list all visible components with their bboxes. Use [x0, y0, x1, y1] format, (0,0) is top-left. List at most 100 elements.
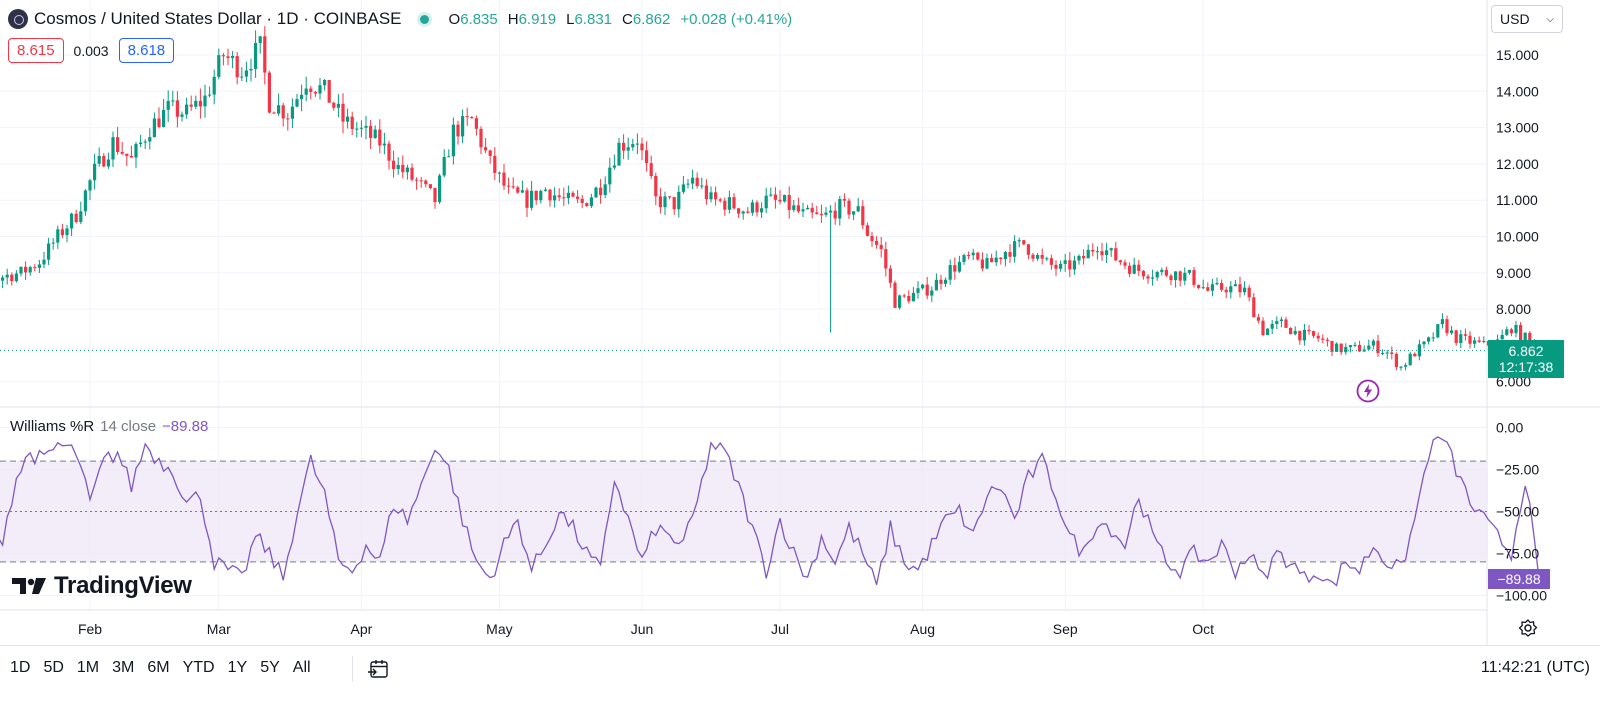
candle-body [585, 203, 589, 207]
candle-body [796, 205, 800, 212]
candle-body [741, 211, 745, 214]
range-button-1y[interactable]: 1Y [227, 659, 248, 676]
range-button-6m[interactable]: 6M [147, 659, 170, 676]
candle-body [313, 91, 317, 94]
candle-body [870, 235, 874, 242]
candle-body [1049, 258, 1053, 265]
time-tick-label: Jul [771, 621, 789, 637]
symbol-title[interactable]: Cosmos / United States Dollar · 1D · COI… [34, 9, 402, 28]
chart-canvas[interactable]: 15.000 14.000 13.000 12.000 11.000 10.000 9.00… [0, 0, 1600, 645]
candle-body [249, 68, 253, 71]
candle-body [88, 180, 92, 191]
candle-body [208, 94, 212, 96]
candle-body [1072, 260, 1076, 270]
candle-body [695, 177, 699, 187]
clock-timezone[interactable]: 11:42:21 (UTC) [1480, 659, 1590, 676]
candle-body [175, 100, 179, 117]
range-button-5d[interactable]: 5D [43, 659, 64, 676]
candle-body [773, 194, 777, 200]
date-range-buttons: 1D 5D 1M 3M 6M YTD 1Y 5Y All [10, 659, 311, 677]
candle-body [134, 144, 138, 158]
candle-body [907, 295, 911, 302]
gear-icon[interactable] [1518, 618, 1538, 638]
candle-body [1307, 329, 1311, 332]
candle-body [198, 100, 202, 107]
candle-body [1118, 260, 1122, 263]
tradingview-logo-icon [12, 578, 46, 594]
range-button-5y[interactable]: 5Y [260, 659, 280, 676]
sell-price-button[interactable]: 8.615 [8, 38, 64, 63]
tradingview-logo[interactable]: TradingView [12, 572, 192, 600]
candle-body [1440, 319, 1444, 325]
candle-body [1422, 341, 1426, 345]
high-value: 6.919 [518, 10, 557, 28]
ohlc-values: O6.835 H6.919 L6.831 C6.862 +0.028 (+0.4… [448, 10, 793, 28]
time-tick-label: May [486, 621, 512, 637]
range-button-1m[interactable]: 1M [76, 659, 100, 676]
buy-price-button[interactable]: 8.618 [118, 38, 175, 63]
price-tick-label: 11.000 [1496, 192, 1538, 208]
currency-value: USD [1500, 11, 1530, 27]
candle-body [700, 185, 704, 187]
candle-body [603, 184, 607, 195]
williams-r-tick-label: −50.00 [1496, 504, 1539, 520]
candle-body [879, 244, 883, 250]
candle-body [677, 191, 681, 210]
candle-body [185, 104, 189, 115]
range-button-1d[interactable]: 1D [10, 659, 31, 676]
candle-body [875, 241, 879, 245]
go-to-date-icon[interactable] [367, 658, 389, 680]
candle-body [37, 264, 41, 268]
williams-r-tick-label: −100.00 [1496, 588, 1547, 604]
range-button-ytd[interactable]: YTD [182, 659, 215, 676]
time-tick-label: Mar [207, 621, 231, 637]
candle-body [442, 156, 446, 176]
candle-body [1206, 287, 1210, 291]
candle-body [1197, 284, 1201, 288]
candle-body [1367, 345, 1371, 350]
candle-body [180, 114, 184, 117]
candle-body [373, 129, 377, 138]
candle-body [1445, 319, 1449, 334]
flash-icon[interactable] [1356, 379, 1380, 403]
candle-body [116, 137, 120, 152]
candle-body [350, 116, 354, 130]
candle-body [1514, 325, 1518, 334]
candle-body [810, 207, 814, 213]
market-status-dot-icon [419, 14, 429, 24]
candle-body [1128, 265, 1132, 274]
candle-body [1229, 286, 1233, 293]
candle-body [1275, 321, 1279, 324]
candle-body [815, 212, 819, 215]
candle-body [79, 211, 83, 223]
currency-select[interactable]: USD ⌵ [1491, 5, 1563, 33]
candle-body [1427, 337, 1431, 342]
candle-body [488, 150, 492, 156]
price-tick-label: 10.000 [1496, 229, 1539, 245]
symbol-header[interactable]: Cosmos / United States Dollar · 1D · COI… [8, 6, 792, 32]
close-value: 6.862 [632, 10, 671, 28]
candle-body [1335, 343, 1339, 352]
candle-body [686, 183, 690, 185]
candle-body [19, 266, 23, 274]
candle-body [1385, 352, 1389, 354]
candle-body [1270, 323, 1274, 329]
candle-body [120, 151, 124, 154]
indicator-legend[interactable]: Williams %R 14 close −89.88 [10, 418, 208, 435]
candle-body [962, 255, 966, 262]
candle-body [157, 118, 161, 127]
time-tick-label: Apr [351, 621, 373, 637]
candle-body [272, 112, 276, 114]
range-button-all[interactable]: All [292, 659, 311, 676]
range-button-3m[interactable]: 3M [112, 659, 135, 676]
candle-body [672, 197, 676, 210]
candle-body [737, 208, 741, 214]
candle-body [1358, 344, 1362, 352]
candle-body [520, 190, 524, 193]
candle-body [893, 282, 897, 308]
candle-body [985, 258, 989, 269]
candle-body [801, 209, 805, 212]
candle-body [1031, 254, 1035, 259]
candle-body [240, 76, 244, 78]
candle-body [433, 188, 437, 203]
